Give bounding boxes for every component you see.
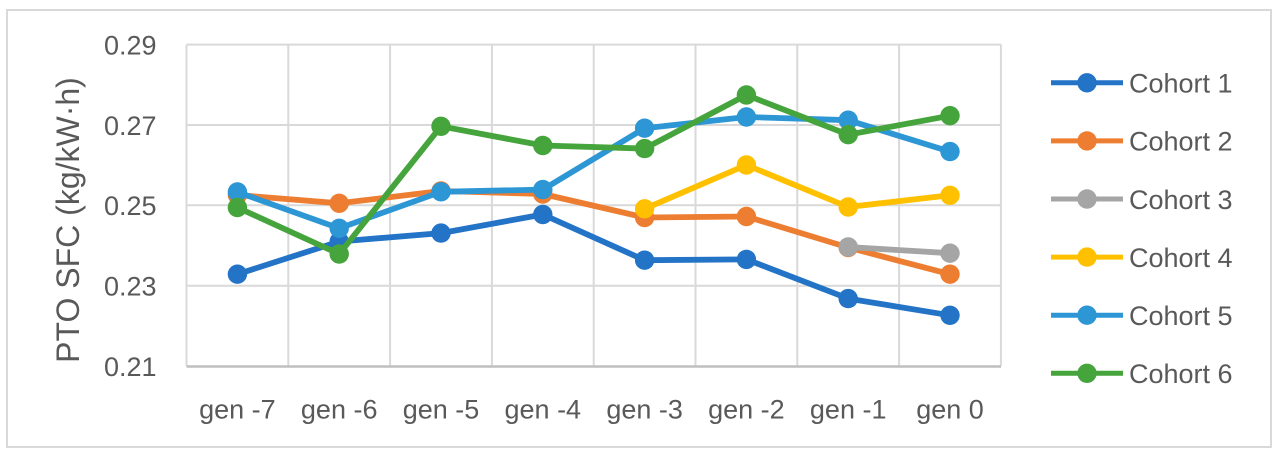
svg-text:0.21: 0.21	[104, 352, 157, 382]
svg-text:gen -6: gen -6	[301, 395, 378, 425]
svg-text:gen -2: gen -2	[708, 395, 785, 425]
svg-text:0.29: 0.29	[104, 30, 157, 60]
svg-text:0.23: 0.23	[104, 272, 157, 302]
svg-text:PTO SFC (kg/kW·h): PTO SFC (kg/kW·h)	[50, 77, 86, 363]
svg-text:gen -3: gen -3	[606, 395, 683, 425]
svg-text:Cohort 4: Cohort 4	[1129, 243, 1233, 273]
svg-text:gen -5: gen -5	[403, 395, 480, 425]
svg-text:gen -7: gen -7	[199, 395, 276, 425]
svg-text:gen 0: gen 0	[916, 395, 984, 425]
svg-text:0.27: 0.27	[104, 111, 157, 141]
svg-text:gen -4: gen -4	[505, 395, 582, 425]
svg-text:Cohort 5: Cohort 5	[1129, 301, 1233, 331]
svg-text:Cohort 1: Cohort 1	[1129, 69, 1233, 99]
svg-text:Cohort 6: Cohort 6	[1129, 359, 1233, 389]
svg-text:Cohort 3: Cohort 3	[1129, 185, 1233, 215]
svg-text:Cohort 2: Cohort 2	[1129, 127, 1233, 157]
svg-text:gen -1: gen -1	[810, 395, 887, 425]
svg-text:0.25: 0.25	[104, 191, 157, 221]
